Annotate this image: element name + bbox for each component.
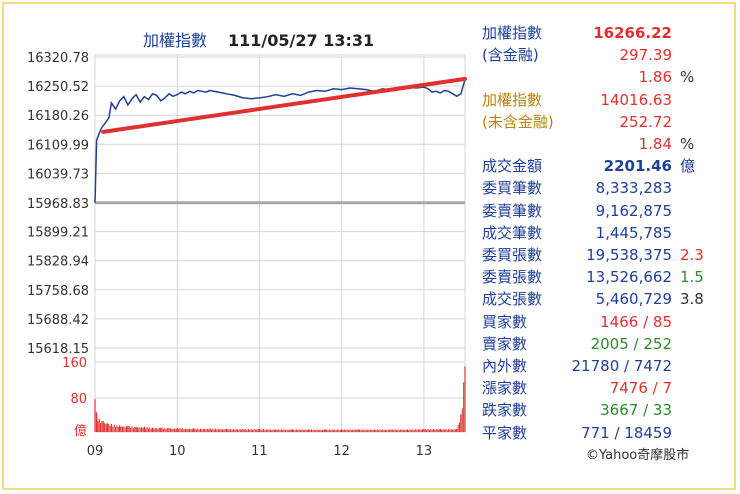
stat-label: 加權指數 xyxy=(482,24,543,42)
y-tick-label: 15758.68 xyxy=(27,284,89,299)
stat-value: 8,333,283 xyxy=(595,179,672,198)
y-tick-label: 16250.52 xyxy=(27,80,89,95)
stat-label: 買家數 xyxy=(482,312,528,331)
stat-value: 7476 / 7 xyxy=(609,379,672,398)
stat-row: 委買張數 19,538,375 2.3 xyxy=(482,244,732,266)
stat-label: 委買張數 xyxy=(482,246,543,264)
stat-label: 平家數 xyxy=(482,423,528,442)
trend-line xyxy=(101,76,467,134)
stat-row: 委賣張數 13,526,662 1.5 xyxy=(482,266,732,288)
stat-value: 1,445,785 xyxy=(595,223,672,242)
stat-row: 加權指數 14016.63 xyxy=(482,89,732,111)
stat-label: 內外數 xyxy=(482,357,528,375)
y-axis: 16320.78 16250.52 16180.26 16109.99 16039.73… xyxy=(27,51,89,357)
stat-extra: 億 xyxy=(680,157,696,176)
x-tick-label: 10 xyxy=(169,444,186,459)
volume-bars xyxy=(94,366,466,432)
stat-label: 加權指數 xyxy=(482,90,543,109)
stat-row: 跌家數 3667 / 33 xyxy=(482,399,732,421)
volume-tick-label: 80 xyxy=(70,392,87,407)
stat-value: 1.86 xyxy=(638,68,672,87)
index-chart: 加權指數 111/05/27 13:31 16320.78 16250.52 161… xyxy=(27,31,467,459)
stat-extra: 1.5 xyxy=(680,268,704,287)
y-tick-label: 15618.15 xyxy=(27,342,89,357)
stat-value: 1466 / 85 xyxy=(600,312,672,331)
stat-extra: % xyxy=(680,68,695,87)
chart-frame xyxy=(2,2,736,490)
stat-value: 19,538,375 xyxy=(586,246,672,264)
index-line xyxy=(94,79,466,203)
stat-extra: % xyxy=(680,135,695,153)
stat-value: 5,460,729 xyxy=(595,290,672,309)
stat-value: 252.72 xyxy=(619,112,673,131)
stat-value: 771 / 18459 xyxy=(581,423,672,442)
stat-row: 1.86% xyxy=(482,66,732,88)
stat-value: 3667 / 33 xyxy=(600,401,672,420)
stat-label: 漲家數 xyxy=(482,379,528,398)
volume-axis: 160 80 億 xyxy=(62,356,87,439)
stat-label: 成交張數 xyxy=(482,290,543,309)
y-tick-label: 15828.94 xyxy=(27,255,89,270)
x-tick-label: 13 xyxy=(416,444,433,459)
volume-tick-label: 160 xyxy=(62,356,87,371)
y-tick-label: 15968.83 xyxy=(27,197,89,212)
stat-label: (未含金融) xyxy=(482,112,554,131)
stat-label: 跌家數 xyxy=(482,401,528,420)
x-tick-label: 09 xyxy=(87,444,104,459)
stat-row: 買家數 1466 / 85 xyxy=(482,311,732,333)
stat-value: 2005 / 252 xyxy=(590,334,672,353)
stat-value: 9,162,875 xyxy=(595,201,672,220)
stat-row: 1.84% xyxy=(482,133,732,155)
y-tick-label: 16109.99 xyxy=(27,138,89,153)
series-lines xyxy=(94,76,467,205)
stat-row: 委買筆數 8,333,283 xyxy=(482,177,732,199)
stat-extra: 3.8 xyxy=(680,290,704,309)
stat-row: 成交張數 5,460,729 3.8 xyxy=(482,288,732,310)
stat-row: 賣家數 2005 / 252 xyxy=(482,333,732,355)
stat-row: 成交金額 2201.46 億 xyxy=(482,155,732,177)
stat-value: 14016.63 xyxy=(600,90,672,109)
y-tick-label: 16039.73 xyxy=(27,167,89,182)
x-tick-label: 12 xyxy=(333,444,350,459)
stat-value: 297.39 xyxy=(619,46,673,65)
stat-row: 內外數 21780 / 7472 xyxy=(482,355,732,377)
stat-row: 加權指數 16266.22 xyxy=(482,22,732,44)
stat-label: 委買筆數 xyxy=(482,179,543,198)
volume-tick-label: 億 xyxy=(74,423,87,439)
stat-label: (含金融) xyxy=(482,46,539,65)
stat-label: 委賣筆數 xyxy=(482,201,543,220)
stat-label: 委賣張數 xyxy=(482,268,543,287)
x-tick-label: 11 xyxy=(251,444,268,459)
stat-value: 16266.22 xyxy=(593,24,672,42)
credit-text: ©Yahoo奇摩股市 xyxy=(586,448,690,463)
stat-row: 成交筆數 1,445,785 xyxy=(482,222,732,244)
stat-row: (含金融) 297.39 xyxy=(482,44,732,66)
x-axis: 09 10 11 12 13 xyxy=(87,444,432,459)
stat-value: 13,526,662 xyxy=(586,268,672,287)
stat-label: 成交筆數 xyxy=(482,223,543,242)
stat-row: 委賣筆數 9,162,875 xyxy=(482,200,732,222)
grid xyxy=(94,54,466,433)
y-tick-label: 15899.21 xyxy=(27,226,89,241)
stat-value: 1.84 xyxy=(638,135,672,153)
stat-label: 賣家數 xyxy=(482,334,528,353)
y-tick-label: 16180.26 xyxy=(27,109,89,124)
stat-row: 平家數 771 / 18459 xyxy=(482,422,732,444)
stat-row: (未含金融) 252.72 xyxy=(482,111,732,133)
stat-label: 成交金額 xyxy=(482,157,543,176)
stat-value: 21780 / 7472 xyxy=(571,357,672,375)
chart-timestamp: 111/05/27 13:31 xyxy=(228,31,374,50)
stat-row: 漲家數 7476 / 7 xyxy=(482,377,732,399)
stat-value: 2201.46 xyxy=(603,157,672,176)
y-tick-label: 16320.78 xyxy=(27,51,89,66)
chart-title: 加權指數 xyxy=(143,31,207,50)
stat-extra: 2.3 xyxy=(680,246,704,264)
plot-border xyxy=(94,54,466,433)
y-tick-label: 15688.42 xyxy=(27,313,89,328)
